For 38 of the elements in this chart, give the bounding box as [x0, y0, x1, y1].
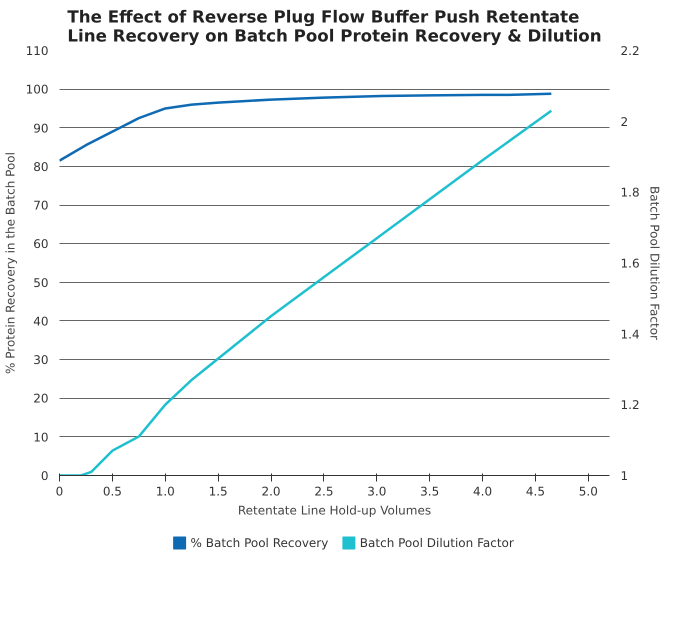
x-tick-label: 0.5: [102, 484, 122, 498]
y2-tick-label: 1.4: [620, 327, 640, 342]
y2-tick-label: 1: [620, 469, 628, 483]
y-tick-label: 90: [33, 121, 49, 136]
legend-label: Batch Pool Dilution Factor: [360, 536, 514, 550]
line-series: [60, 109, 553, 476]
y2-tick-label: 2.2: [620, 44, 640, 58]
y-tick-label: 10: [33, 430, 49, 444]
y2-axis-title: Batch Pool Dilution Factor: [648, 186, 662, 340]
y-axis-title: % Protein Recovery in the Batch Pool: [4, 152, 18, 374]
y2-tick-label: 2: [620, 114, 628, 129]
y2-tick-label: 1.6: [620, 256, 640, 270]
y-tick-label: 20: [33, 392, 49, 406]
legend-label: % Batch Pool Recovery: [190, 536, 328, 550]
x-tick-label: 2.0: [261, 484, 281, 498]
x-tick-label: 2.5: [314, 484, 334, 498]
y-tick-label: 70: [33, 198, 49, 213]
y-tick-label: 30: [33, 353, 49, 368]
y-tick-label: 40: [33, 314, 49, 328]
line-series: [60, 92, 553, 162]
y-tick-label: 100: [26, 82, 48, 97]
x-tick-label: 1.5: [208, 484, 228, 498]
x-tick-label: 5.0: [578, 484, 598, 498]
y-tick-label: 110: [26, 44, 48, 58]
y-tick-label: 0: [40, 469, 49, 483]
x-tick-label: 0: [56, 484, 64, 498]
x-axis-title: Retentate Line Hold-up Volumes: [238, 504, 432, 518]
y-tick-label: 80: [33, 160, 49, 174]
y2-tick-label: 1.8: [620, 186, 640, 200]
chart-title: The Effect of Reverse Plug Flow Buffer Push Retentate Line Recovery on Batch Pool Protein Recovery & Dilution: [67, 8, 602, 46]
x-tick-label: 4.5: [526, 484, 546, 498]
y-tick-label: 50: [33, 276, 49, 290]
x-tick-label: 1.0: [156, 484, 175, 498]
y-tick-label: 60: [33, 237, 49, 252]
x-tick-label: 4.0: [473, 484, 492, 498]
y2-tick-label: 1.2: [620, 398, 640, 412]
x-tick-label: 3.0: [367, 484, 386, 498]
x-tick-label: 3.5: [420, 484, 440, 498]
